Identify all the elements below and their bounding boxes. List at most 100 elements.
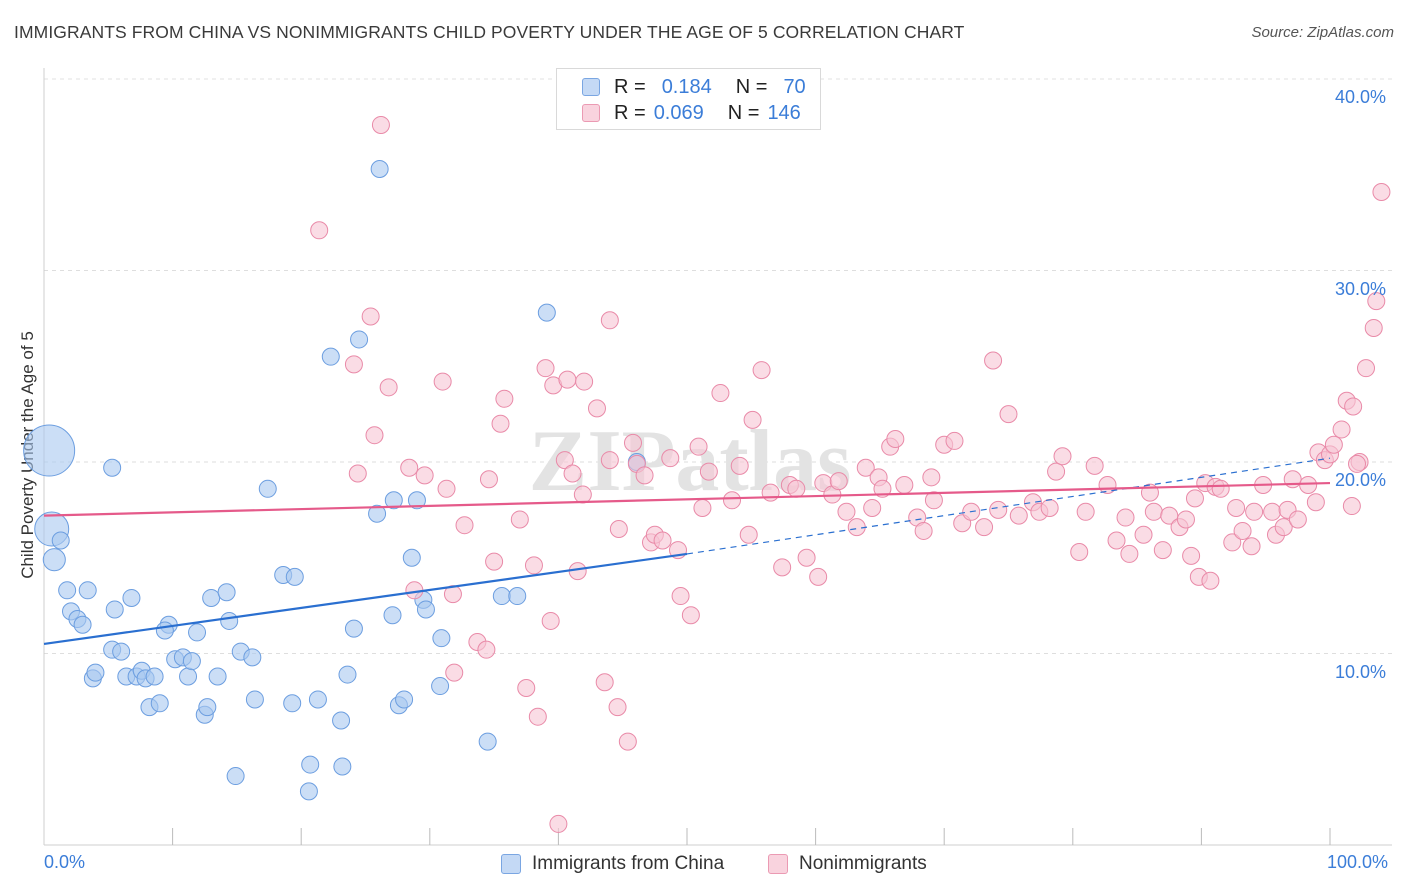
point-nonimmigrants [623,433,642,452]
point-nonimmigrants [445,663,464,682]
bottom-legend-label-nonimmigrants: Nonimmigrants [799,853,927,874]
point-nonimmigrants [1134,525,1153,544]
point-nonimmigrants [1324,435,1343,454]
point-nonimmigrants [829,472,848,491]
point-immigrants-from-china [285,567,304,586]
point-nonimmigrants [1085,456,1104,475]
point-immigrants-from-china [283,694,302,713]
legend-row-nonimmigrants: R = 0.069 N = 146 [582,101,801,125]
point-immigrants-from-china [188,623,207,642]
point-nonimmigrants [922,468,941,487]
point-nonimmigrants [1227,498,1246,517]
point-nonimmigrants [1242,537,1261,556]
point-nonimmigrants [984,351,1003,370]
point-immigrants-from-china [492,587,511,606]
point-nonimmigrants [1070,543,1089,562]
point-nonimmigrants [1160,506,1179,525]
point-immigrants-from-china [344,619,363,638]
point-immigrants-from-china [416,600,435,619]
point-immigrants-from-china [321,347,340,366]
point-nonimmigrants [1211,479,1230,498]
point-nonimmigrants [485,552,504,571]
point-nonimmigrants [914,521,933,540]
point-immigrants-from-china [42,548,66,572]
point-nonimmigrants [1274,518,1293,537]
point-immigrants-from-china [179,667,198,686]
point-nonimmigrants [348,464,367,483]
point-immigrants-from-china [407,491,426,510]
point-immigrants-from-china [226,767,245,786]
bottom-legend-swatch-china [501,854,521,874]
point-nonimmigrants [1263,502,1282,521]
point-immigrants-from-china [182,652,201,671]
point-immigrants-from-china [217,583,236,602]
point-nonimmigrants [1040,498,1059,517]
point-immigrants-from-china [333,757,352,776]
point-immigrants-from-china [202,588,221,607]
point-nonimmigrants [873,479,892,498]
point-nonimmigrants [1076,502,1095,521]
point-immigrants-from-china [332,711,351,730]
point-nonimmigrants [1185,489,1204,508]
x-tick-label-max: 100.0% [1327,852,1389,872]
point-nonimmigrants [1245,502,1264,521]
point-nonimmigrants [437,479,456,498]
point-nonimmigrants [924,491,943,510]
point-nonimmigrants [1344,397,1363,416]
point-nonimmigrants [595,673,614,692]
point-nonimmigrants [945,431,964,450]
point-nonimmigrants [455,516,474,535]
legend-r-value: 0.184 [661,75,712,98]
point-immigrants-from-china [122,588,141,607]
point-immigrants-from-china [58,581,77,600]
point-immigrants-from-china [350,330,369,349]
legend-row-china: R = 0.184 N = 70 [582,75,806,99]
point-nonimmigrants [863,498,882,517]
point-immigrants-from-china [243,648,262,667]
point-nonimmigrants [689,437,708,456]
point-nonimmigrants [379,378,398,397]
point-nonimmigrants [693,498,712,517]
point-immigrants-from-china [78,581,97,600]
point-nonimmigrants [541,611,560,630]
point-nonimmigrants [635,466,654,485]
point-immigrants-from-china [51,531,70,550]
point-immigrants-from-china [402,548,421,567]
trend-lines [43,457,1331,646]
point-immigrants-from-china [86,663,105,682]
point-nonimmigrants [528,707,547,726]
point-immigrants-from-china [299,782,318,801]
point-nonimmigrants [549,814,568,833]
point-nonimmigrants [671,587,690,606]
point-immigrants-from-china [105,600,124,619]
point-nonimmigrants [1107,531,1126,550]
point-nonimmigrants [699,462,718,481]
x-tick-label-min: 0.0% [44,852,86,872]
point-nonimmigrants [773,558,792,577]
point-immigrants-from-china [112,642,131,661]
point-nonimmigrants [477,640,496,659]
trend-line-nonimmigrants [43,481,1331,517]
point-nonimmigrants [1367,292,1386,311]
point-nonimmigrants [856,458,875,477]
point-nonimmigrants [361,307,380,326]
grid-lines [44,78,1392,654]
point-nonimmigrants [1176,510,1195,529]
point-nonimmigrants [310,221,329,240]
bottom-legend-china: Immigrants from China [501,852,724,876]
point-nonimmigrants [752,361,771,380]
point-nonimmigrants [743,410,762,429]
point-immigrants-from-china [150,694,169,713]
y-tick-label: 30.0% [1335,278,1387,299]
point-nonimmigrants [809,567,828,586]
point-immigrants-from-china [198,698,217,717]
series-immigrants-from-china [23,160,646,801]
point-nonimmigrants [433,372,452,391]
point-nonimmigrants [365,426,384,445]
bottom-legend-nonimmigrants: Nonimmigrants [768,852,927,876]
point-nonimmigrants [600,451,619,470]
point-immigrants-from-china [308,690,327,709]
point-nonimmigrants [1306,493,1325,512]
point-nonimmigrants [600,311,619,330]
point-immigrants-from-china [384,491,403,510]
